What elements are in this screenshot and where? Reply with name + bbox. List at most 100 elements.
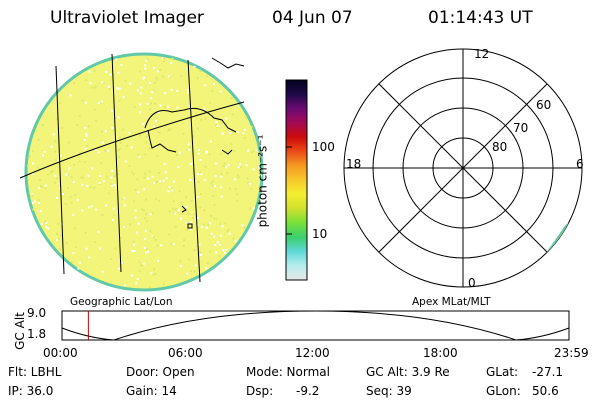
globe-speckle-dot bbox=[156, 244, 159, 247]
status-gc-alt: GC Alt: 3.9 Re bbox=[366, 365, 450, 379]
globe-speckle-dot bbox=[210, 140, 212, 143]
globe-speckle-dot bbox=[113, 183, 116, 186]
globe-speckle-dot bbox=[199, 206, 202, 209]
globe-speckle-dot bbox=[118, 149, 121, 152]
globe-speckle-dot bbox=[165, 124, 168, 127]
orbit-timeline bbox=[61, 310, 570, 341]
globe-speckle-dot bbox=[144, 64, 147, 67]
globe-speckle-dot bbox=[59, 187, 61, 190]
globe-speckle-dot bbox=[182, 244, 185, 247]
globe-speckle-dot bbox=[123, 204, 126, 207]
globe-speckle-dot bbox=[220, 195, 223, 198]
globe-speckle-dot bbox=[196, 196, 199, 198]
globe-speckle-dot bbox=[111, 184, 114, 187]
globe-speckle-dot bbox=[67, 187, 70, 190]
globe-speckle-dot bbox=[111, 169, 113, 172]
globe-speckle-dot bbox=[97, 151, 100, 154]
globe-speckle-dot bbox=[114, 247, 117, 250]
globe-speckle-dot bbox=[137, 153, 140, 156]
globe-speckle-dot bbox=[60, 234, 63, 237]
globe-speckle-dot bbox=[115, 58, 118, 61]
globe-speckle-dot bbox=[120, 64, 123, 67]
globe-speckle-dot bbox=[169, 128, 172, 131]
globe-speckle-dot bbox=[220, 121, 223, 124]
globe-speckle-dot bbox=[44, 184, 47, 187]
globe-speckle-dot bbox=[143, 176, 146, 179]
globe-speckle-dot bbox=[250, 187, 253, 190]
globe-speckle-dot bbox=[205, 151, 208, 154]
globe-speckle-dot bbox=[158, 171, 160, 174]
globe-speckle-dot bbox=[218, 255, 221, 258]
globe-speckle-dot bbox=[207, 223, 210, 226]
globe-speckle-dot bbox=[218, 243, 221, 246]
globe-speckle-dot bbox=[164, 171, 167, 174]
globe-speckle-dot bbox=[167, 129, 170, 132]
colorbar-tick-100: 100 bbox=[312, 140, 335, 154]
globe-speckle-dot bbox=[197, 217, 199, 219]
globe-speckle-dot bbox=[197, 173, 200, 175]
globe-speckle-dot bbox=[85, 247, 88, 250]
globe-speckle-dot bbox=[31, 193, 34, 196]
colorbar-tick-10: 10 bbox=[312, 227, 328, 241]
globe-speckle-dot bbox=[47, 227, 50, 230]
globe-speckle-dot bbox=[152, 273, 155, 276]
globe-speckle-dot bbox=[152, 181, 155, 184]
globe-speckle-dot bbox=[208, 101, 211, 104]
globe-speckle-dot bbox=[101, 141, 104, 144]
globe-speckle-dot bbox=[105, 204, 108, 207]
globe-speckle-dot bbox=[196, 127, 199, 130]
globe-speckle-dot bbox=[187, 212, 190, 215]
globe-speckle-dot bbox=[154, 102, 156, 105]
globe-speckle-dot bbox=[32, 208, 35, 211]
status-dsp-value: -9.2 bbox=[296, 384, 320, 398]
globe-speckle-dot bbox=[103, 180, 105, 183]
globe-speckle-dot bbox=[139, 70, 142, 73]
globe-speckle-dot bbox=[93, 187, 95, 189]
globe-speckle-dot bbox=[101, 270, 104, 273]
globe-speckle-dot bbox=[205, 226, 208, 229]
globe-speckle-dot bbox=[213, 203, 216, 206]
globe-speckle-dot bbox=[210, 214, 213, 217]
globe-speckle-dot bbox=[86, 145, 89, 147]
globe-speckle-dot bbox=[198, 149, 200, 152]
globe-speckle-dot bbox=[222, 249, 225, 252]
globe-speckle-dot bbox=[165, 177, 168, 180]
status-dsp-label: Dsp: bbox=[246, 384, 274, 398]
timeline-x-tick-2359: 23:59 bbox=[554, 346, 589, 360]
globe-speckle-dot bbox=[192, 135, 195, 138]
globe-speckle-dot bbox=[209, 222, 211, 225]
globe-speckle-dot bbox=[176, 154, 178, 157]
globe-speckle-dot bbox=[186, 272, 189, 275]
globe-speckle-dot bbox=[145, 198, 148, 201]
globe-speckle-dot bbox=[52, 133, 55, 136]
globe-speckle-dot bbox=[132, 173, 135, 176]
globe-speckle-dot bbox=[156, 155, 159, 158]
globe-speckle-dot bbox=[143, 246, 146, 249]
globe-speckle-dot bbox=[114, 174, 117, 177]
globe-speckle-dot bbox=[133, 200, 136, 203]
globe-speckle-dot bbox=[250, 125, 253, 128]
globe-speckle-dot bbox=[243, 136, 246, 139]
globe-speckle-dot bbox=[171, 57, 174, 60]
globe-speckle-dot bbox=[177, 209, 180, 211]
globe-speckle-dot bbox=[179, 260, 182, 263]
globe-speckle-dot bbox=[179, 264, 182, 267]
globe-speckle-dot bbox=[32, 162, 35, 165]
globe-speckle-dot bbox=[168, 233, 171, 236]
globe-speckle-dot bbox=[147, 177, 150, 180]
globe-speckle-dot bbox=[162, 75, 165, 78]
mlt-label-18: 18 bbox=[346, 157, 362, 171]
globe-speckle-dot bbox=[142, 123, 145, 125]
globe-speckle-dot bbox=[159, 69, 162, 72]
globe-speckle-dot bbox=[183, 239, 186, 242]
globe-speckle-dot bbox=[229, 187, 231, 190]
globe-speckle-dot bbox=[155, 197, 158, 200]
globe-speckle-dot bbox=[146, 58, 149, 61]
globe-speckle-dot bbox=[78, 114, 81, 117]
globe-speckle-dot bbox=[117, 155, 120, 158]
globe-speckle-dot bbox=[248, 207, 251, 210]
globe-speckle-dot bbox=[110, 109, 113, 112]
globe-speckle-dot bbox=[214, 162, 217, 165]
globe-speckle-dot bbox=[142, 262, 145, 265]
globe-speckle-dot bbox=[193, 65, 196, 68]
